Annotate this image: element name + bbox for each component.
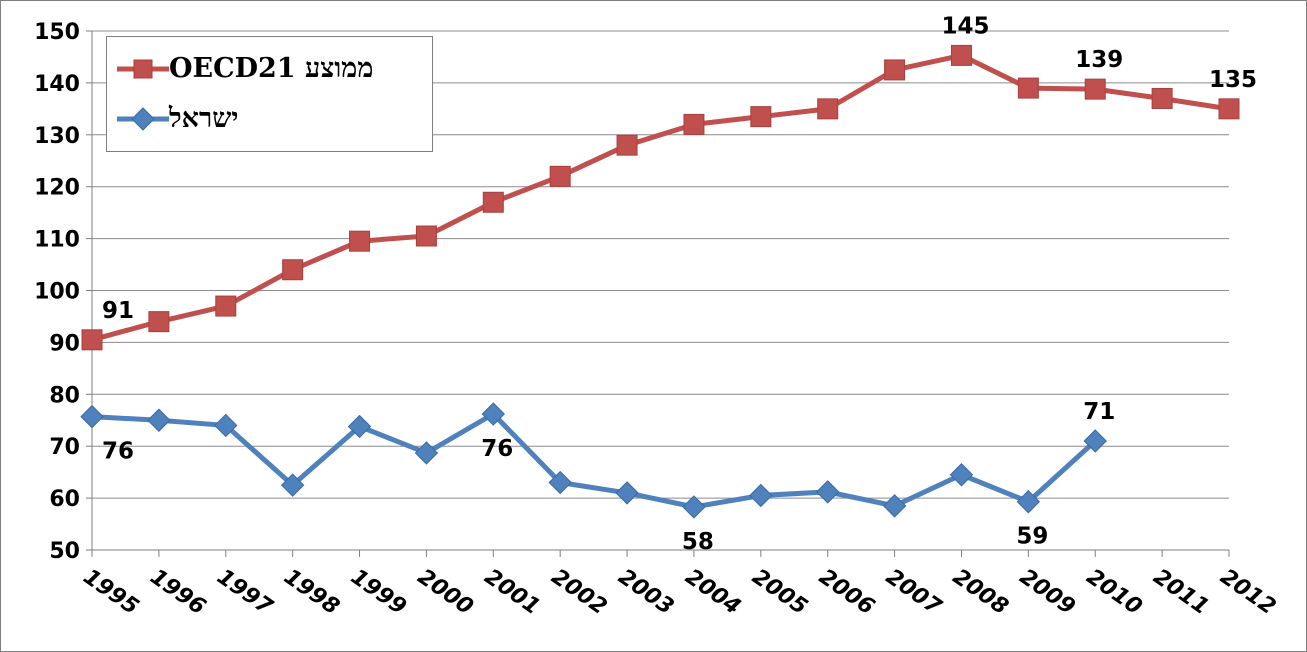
y-tick-label: 140 xyxy=(34,72,80,97)
data-label: 59 xyxy=(1016,524,1048,550)
y-tick-label: 130 xyxy=(34,124,80,149)
x-tick-label: 1995 xyxy=(79,564,143,620)
x-tick-label: 2000 xyxy=(413,564,477,620)
y-tick-label: 120 xyxy=(34,176,80,201)
data-label: 71 xyxy=(1083,399,1115,425)
data-label: 145 xyxy=(941,13,989,39)
data-point xyxy=(349,230,371,252)
data-point xyxy=(215,295,237,317)
legend-item-oecd: ממוצע OECD21 xyxy=(107,45,432,95)
data-point xyxy=(1017,77,1039,99)
data-point xyxy=(414,441,439,465)
y-tick-label: 110 xyxy=(34,228,80,253)
data-point xyxy=(347,414,372,439)
x-tick-label: 2009 xyxy=(1015,564,1079,620)
data-point xyxy=(549,165,571,187)
legend-item-israel: ישראל xyxy=(107,95,432,145)
x-tick-label: 2006 xyxy=(814,564,878,620)
data-point xyxy=(949,463,974,487)
y-tick-label: 80 xyxy=(49,383,80,408)
legend-marker-oecd xyxy=(117,59,169,79)
data-point xyxy=(950,44,972,66)
x-tick-label: 2005 xyxy=(747,564,811,620)
gridlines xyxy=(92,30,1229,499)
data-point xyxy=(815,480,840,504)
data-point xyxy=(282,259,304,281)
legend-label-oecd: ממוצע OECD21 xyxy=(169,53,374,84)
series-line-oecd xyxy=(91,52,1230,343)
data-label: 91 xyxy=(102,298,134,324)
y-tick-label: 50 xyxy=(49,539,80,564)
data-point xyxy=(884,59,906,81)
x-tick-label: 2010 xyxy=(1082,564,1146,620)
data-point xyxy=(683,113,705,135)
data-point xyxy=(81,329,103,351)
data-point xyxy=(615,481,639,505)
x-tick-label: 2011 xyxy=(1149,564,1213,620)
data-point xyxy=(1084,78,1106,100)
series-oecd xyxy=(81,44,1240,351)
y-tick-label: 90 xyxy=(49,331,80,356)
x-tick-label: 2002 xyxy=(547,564,611,620)
x-tick-label: 2007 xyxy=(881,564,946,620)
series-israel xyxy=(80,402,1107,519)
x-tick-label: 1999 xyxy=(346,564,410,620)
legend-marker-israel xyxy=(117,107,169,131)
data-point xyxy=(750,106,772,128)
legend: ממוצע OECD21 ישראל xyxy=(106,36,433,152)
data-label: 76 xyxy=(481,436,513,462)
y-tick-label: 70 xyxy=(49,435,80,460)
data-labels: 91 145 139 135 76 76 58 59 71 xyxy=(102,13,1257,555)
data-point xyxy=(415,225,437,247)
x-tick-label: 1998 xyxy=(279,564,343,620)
y-tick-label: 60 xyxy=(49,487,80,512)
data-point xyxy=(80,404,104,429)
data-point xyxy=(280,473,305,497)
data-point xyxy=(148,311,170,333)
series-line-israel xyxy=(91,411,1097,510)
data-label: 76 xyxy=(102,439,134,465)
x-tick-label: 1997 xyxy=(212,564,277,620)
data-point xyxy=(1218,98,1240,120)
x-tick-label: 2012 xyxy=(1216,564,1280,620)
x-tick-label: 2008 xyxy=(948,564,1012,620)
x-tick-label: 1996 xyxy=(145,564,209,620)
data-point xyxy=(548,470,572,495)
data-point xyxy=(214,413,238,438)
x-tick-label: 2001 xyxy=(480,564,544,620)
data-point xyxy=(482,191,504,213)
y-tick-label: 100 xyxy=(34,280,80,305)
data-point xyxy=(1151,87,1173,109)
data-point xyxy=(817,98,839,120)
data-point xyxy=(882,494,907,518)
data-point xyxy=(682,495,706,519)
data-point xyxy=(749,483,773,508)
y-tick-label: 150 xyxy=(34,20,80,45)
data-label: 135 xyxy=(1209,67,1257,93)
data-point xyxy=(1016,490,1041,514)
data-point xyxy=(147,408,171,432)
x-tick-label: 2003 xyxy=(614,564,678,620)
data-label: 58 xyxy=(682,529,714,555)
data-point xyxy=(481,402,506,426)
data-point xyxy=(1083,429,1107,453)
data-point xyxy=(616,134,638,156)
x-tick-label: 2004 xyxy=(680,564,744,620)
data-label: 139 xyxy=(1075,47,1123,73)
legend-label-israel: ישראל xyxy=(169,103,239,134)
series-layer xyxy=(80,44,1240,519)
